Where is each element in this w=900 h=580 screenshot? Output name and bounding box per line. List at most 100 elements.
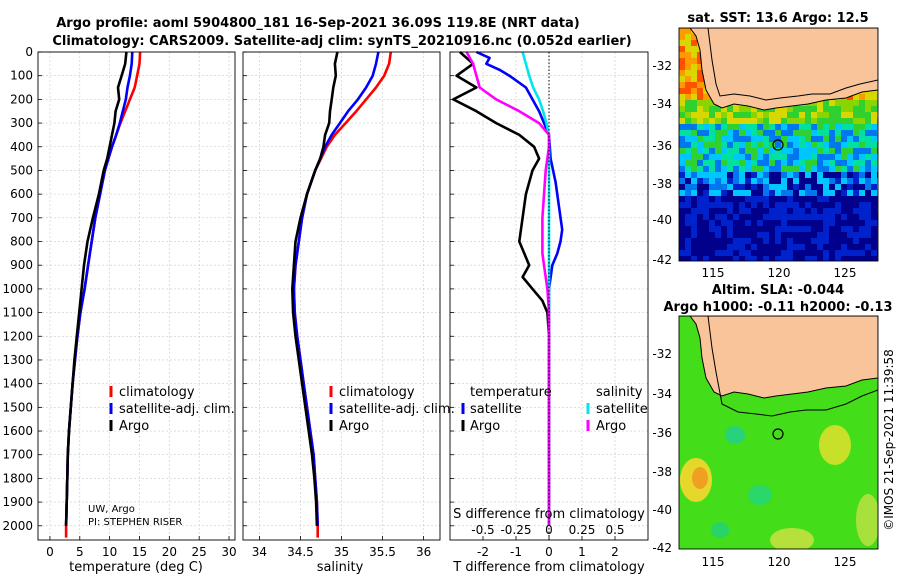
sst-cell — [757, 148, 763, 154]
sst-cell — [781, 250, 787, 256]
sst-cell — [877, 256, 878, 261]
sst-cell — [733, 172, 739, 178]
legend-salinity-header: salinity — [596, 385, 643, 400]
sst-cell — [877, 154, 878, 160]
sst-cell — [859, 232, 865, 238]
sst-cell — [799, 220, 805, 226]
sla-map-contour — [707, 316, 878, 417]
sst-cell — [823, 166, 829, 172]
sst-cell — [877, 214, 878, 220]
sst-cell — [811, 148, 817, 154]
y-tick-label: 1700 — [2, 448, 33, 462]
sst-cell — [805, 106, 811, 112]
sst-cell — [757, 160, 763, 166]
sst-cell — [799, 118, 805, 124]
sst-cell — [811, 118, 817, 124]
sst-cell — [781, 160, 787, 166]
sst-cell — [709, 130, 715, 136]
series-line-argo — [290, 51, 339, 526]
sst-cell — [763, 196, 769, 202]
sst-cell — [793, 232, 799, 238]
sst-cell — [841, 124, 847, 130]
sst-cell — [847, 100, 853, 106]
sst-cell — [811, 214, 817, 220]
series-line-climatology — [292, 51, 393, 538]
sst-cell — [769, 244, 775, 250]
sst-cell — [769, 220, 775, 226]
sst-cell — [721, 178, 727, 184]
sst-cell — [727, 142, 733, 148]
sst-cell — [715, 238, 721, 244]
difference-legend: temperature satellite Argo salinity sate… — [461, 385, 648, 434]
s-difference-tick-label: -0.5 — [471, 523, 494, 537]
sst-cell — [871, 256, 877, 261]
y-tick-label: 1800 — [2, 471, 33, 485]
sla-anomaly-blobs — [680, 425, 878, 549]
sst-cell — [709, 172, 715, 178]
sst-cell — [697, 130, 703, 136]
sst-cell — [709, 196, 715, 202]
sst-cell — [865, 160, 871, 166]
sst-cell — [685, 70, 691, 76]
y-tick-label: 600 — [10, 187, 33, 201]
sst-cell — [865, 250, 871, 256]
sst-cell — [715, 142, 721, 148]
sst-cell — [793, 220, 799, 226]
sst-cell — [745, 142, 751, 148]
sst-cell — [829, 106, 835, 112]
sst-cell — [769, 256, 775, 261]
sla-blob — [748, 485, 772, 505]
sst-cell — [685, 130, 691, 136]
sst-cell — [823, 220, 829, 226]
sst-cell — [805, 154, 811, 160]
sst-cell — [733, 184, 739, 190]
legend-t-satellite-label: satellite — [470, 402, 522, 417]
sst-cell — [727, 184, 733, 190]
sst-cell — [871, 244, 877, 250]
legend-argo-label: Argo — [339, 419, 369, 434]
sst-cell — [865, 166, 871, 172]
x-tick-label: 10 — [102, 545, 117, 559]
sst-cell — [853, 172, 859, 178]
sst-cell — [763, 256, 769, 261]
sst-cell — [691, 106, 697, 112]
sst-cell — [871, 184, 877, 190]
sst-cell — [817, 202, 823, 208]
sst-cell — [763, 190, 769, 196]
sst-cell — [685, 244, 691, 250]
sst-cell — [775, 232, 781, 238]
sst-cell — [745, 166, 751, 172]
sst-cell — [811, 220, 817, 226]
sst-cell — [811, 136, 817, 142]
sst-cell — [763, 226, 769, 232]
sst-cell — [679, 70, 685, 76]
sst-cell — [877, 196, 878, 202]
sst-cell — [787, 154, 793, 160]
sst-cell — [811, 106, 817, 112]
sst-cell — [817, 238, 823, 244]
sst-cell — [823, 196, 829, 202]
sst-cell — [799, 190, 805, 196]
sst-cell — [847, 148, 853, 154]
sst-cell — [733, 136, 739, 142]
legend-climatology-label: climatology — [339, 385, 415, 400]
sst-cell — [871, 124, 877, 130]
sst-cell — [697, 244, 703, 250]
sst-cell — [751, 250, 757, 256]
sst-cell — [763, 202, 769, 208]
data-source-note: UW, Argo — [88, 504, 135, 515]
sst-cell — [757, 142, 763, 148]
sst-cell — [877, 208, 878, 214]
sst-cell — [745, 106, 751, 112]
sst-cell — [853, 94, 859, 100]
sst-cell — [775, 154, 781, 160]
sst-cell — [739, 232, 745, 238]
sst-cell — [691, 154, 697, 160]
sst-cell — [847, 202, 853, 208]
sst-cell — [739, 244, 745, 250]
sst-cell — [739, 154, 745, 160]
sst-cell — [835, 202, 841, 208]
sst-cell — [721, 148, 727, 154]
sst-cell — [703, 184, 709, 190]
